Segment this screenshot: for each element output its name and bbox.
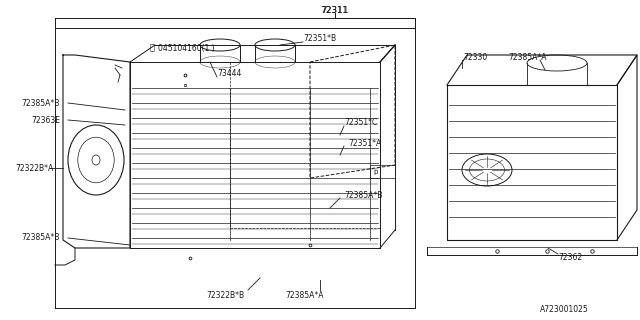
Text: 72385A*B: 72385A*B (344, 190, 382, 199)
Text: 72322B*B: 72322B*B (206, 291, 244, 300)
Text: Ⓢ: Ⓢ (150, 44, 154, 52)
Text: 045104160(1 ): 045104160(1 ) (158, 44, 215, 52)
Text: 72351*C: 72351*C (344, 117, 377, 126)
Text: 72385A*B: 72385A*B (22, 234, 60, 243)
Text: A723001025: A723001025 (540, 306, 589, 315)
Text: p: p (373, 169, 378, 175)
Text: 72322B*A: 72322B*A (15, 164, 53, 172)
Text: 72362: 72362 (558, 253, 582, 262)
Text: 72385A*A: 72385A*A (508, 52, 547, 61)
Text: 72385A*A: 72385A*A (285, 291, 324, 300)
Text: 72311: 72311 (321, 5, 349, 14)
Text: 72311: 72311 (322, 5, 348, 14)
Text: 72351*B: 72351*B (303, 34, 336, 43)
Text: 72363E: 72363E (31, 116, 60, 124)
Text: 72385A*B: 72385A*B (22, 99, 60, 108)
Text: 72330: 72330 (463, 52, 487, 61)
Text: 73444: 73444 (217, 68, 241, 77)
Text: 72351*A: 72351*A (348, 139, 381, 148)
